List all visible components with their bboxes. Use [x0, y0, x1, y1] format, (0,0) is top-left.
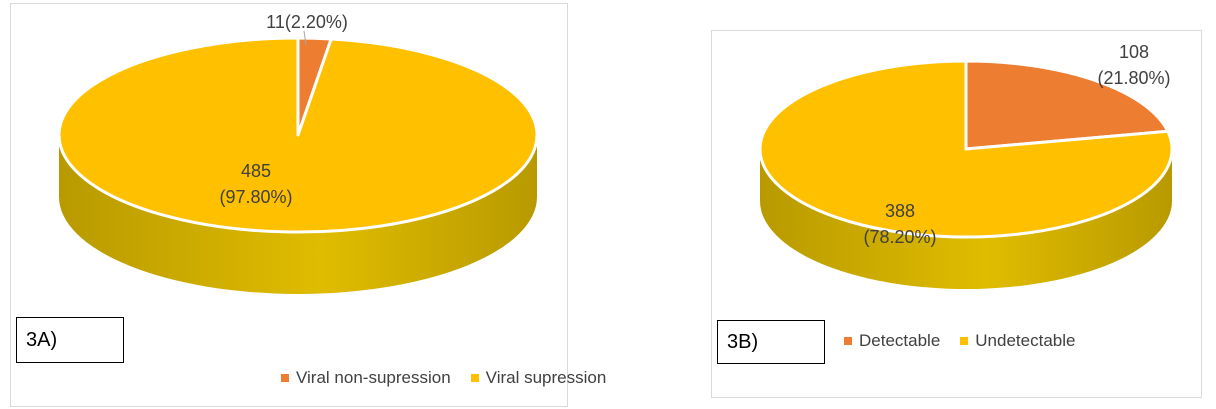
- slice-label-line: (97.80%): [219, 187, 292, 207]
- leader-line: [303, 30, 307, 46]
- legend-3a: Viral non-supression Viral supression: [281, 368, 626, 388]
- pie-slice-viral-supression: [57, 36, 539, 234]
- legend-label: Detectable: [859, 331, 941, 350]
- legend-label: Undetectable: [975, 331, 1076, 350]
- legend-label: Viral non-supression: [296, 368, 451, 387]
- legend-item-detectable: Detectable: [844, 331, 940, 351]
- slice-label: 485 (97.80%): [219, 161, 292, 207]
- pie-chart-3a: 11(2.20%) 485 (97.80%): [57, 12, 539, 294]
- legend-swatch-orange: [281, 374, 289, 382]
- legend-swatch-yellow: [470, 374, 479, 382]
- slice-label: 108 (21.80%): [1097, 42, 1170, 88]
- slice-label-line: 108: [1119, 42, 1149, 62]
- pie-side-wall: [59, 135, 537, 294]
- slice-label-line: (78.20%): [863, 227, 936, 247]
- panel-label-3a: 3A): [16, 317, 124, 363]
- pie-chart-3b: 108 (21.80%) 388 (78.20%): [758, 42, 1174, 289]
- slice-label-line: 11(2.20%): [266, 12, 348, 32]
- legend-label: Viral supression: [485, 368, 607, 387]
- slice-label-line: 388: [885, 201, 915, 221]
- slice-label: 388 (78.20%): [863, 201, 936, 247]
- legend-item-viral-supression: Viral supression: [470, 368, 607, 388]
- pie-slice-detectable: [964, 59, 1170, 151]
- pie-slice-undetectable: [758, 59, 1174, 239]
- slice-label: 11(2.20%): [266, 12, 348, 32]
- slice-label-line: (21.80%): [1097, 68, 1170, 88]
- legend-swatch-yellow: [960, 337, 969, 345]
- legend-swatch-orange: [844, 337, 852, 345]
- chart-panel-3a: 11(2.20%) 485 (97.80%) 3A) Viral non-supre…: [10, 3, 606, 407]
- slice-label-line: 485: [241, 161, 271, 181]
- chart-panel-3b: 108 (21.80%) 388 (78.20%) 3B) Detectable Un…: [711, 30, 1202, 398]
- legend-item-undetectable: Undetectable: [960, 331, 1075, 351]
- legend-item-viral-non-supression: Viral non-supression: [281, 368, 451, 388]
- panel-label-3b: 3B): [717, 320, 825, 364]
- pie-side-wall: [760, 149, 1172, 289]
- legend-3b: Detectable Undetectable: [844, 331, 1095, 351]
